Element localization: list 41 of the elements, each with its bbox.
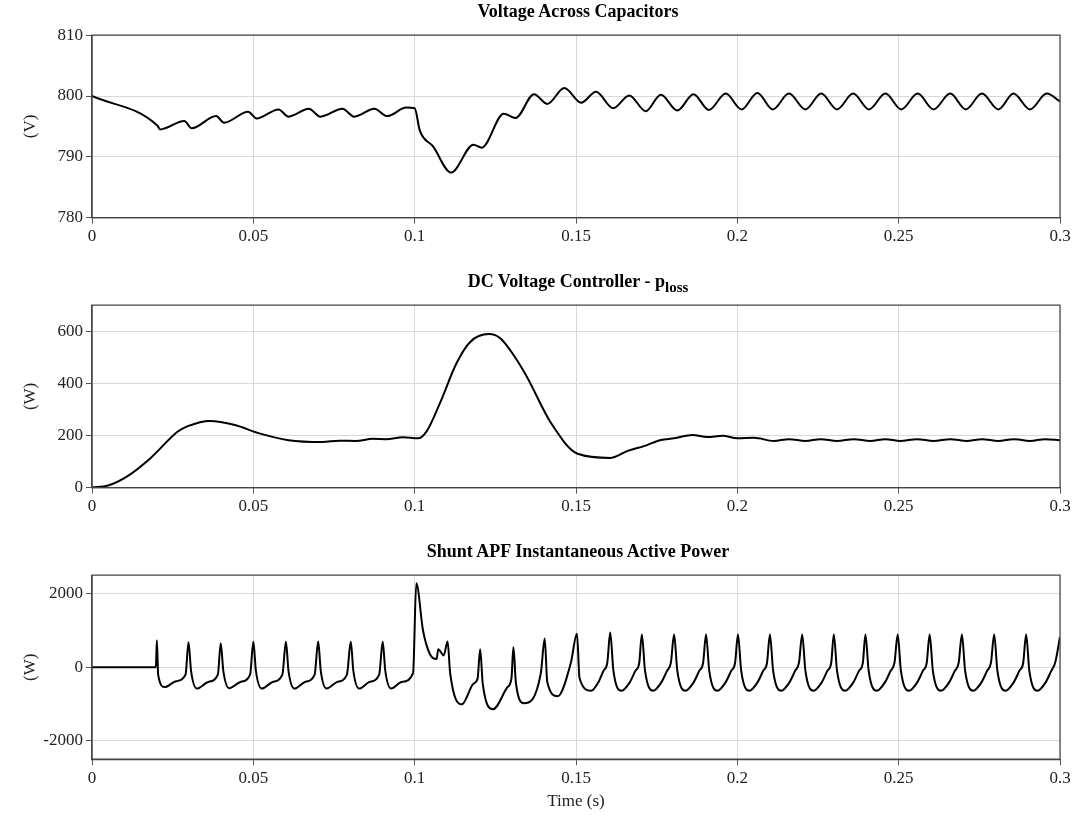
y-tick-label: 2000 bbox=[49, 583, 83, 603]
line-series bbox=[92, 87, 1060, 174]
chart-title: Voltage Across Capacitors bbox=[476, 0, 680, 22]
x-tick-label: 0.1 bbox=[404, 496, 426, 516]
x-tick-label: 0.25 bbox=[883, 226, 914, 246]
x-axis-title: Time (s) bbox=[547, 791, 605, 811]
chart-title: Shunt APF Instantaneous Active Power bbox=[425, 540, 731, 562]
y-tick-label: -2000 bbox=[43, 730, 83, 750]
x-tick-label: 0.05 bbox=[238, 767, 269, 787]
x-tick-label: 0.1 bbox=[404, 226, 426, 246]
x-tick-label: 0.15 bbox=[561, 226, 591, 246]
x-tick-label: 0.25 bbox=[883, 496, 914, 516]
x-tick-label: 0.2 bbox=[726, 767, 748, 787]
x-tick-label: 0.3 bbox=[1049, 226, 1071, 246]
x-tick-label: 0.3 bbox=[1049, 767, 1071, 787]
x-tick-label: 0 bbox=[87, 496, 97, 516]
y-tick-label: 800 bbox=[57, 85, 83, 105]
y-tick-label: 400 bbox=[57, 372, 83, 392]
y-axis-title: (W) bbox=[19, 382, 39, 411]
y-tick-label: 600 bbox=[57, 320, 83, 340]
x-tick-label: 0.2 bbox=[726, 496, 748, 516]
y-axis-title: (W) bbox=[19, 653, 39, 681]
x-tick-label: 0.05 bbox=[238, 226, 269, 246]
y-tick-label: 810 bbox=[57, 24, 83, 44]
line-series bbox=[92, 582, 1060, 711]
y-axis-title: (V) bbox=[19, 114, 39, 139]
x-tick-label: 0.3 bbox=[1049, 496, 1071, 516]
x-tick-label: 0 bbox=[87, 226, 97, 246]
y-tick-label: 200 bbox=[57, 424, 83, 444]
x-tick-label: 0.15 bbox=[561, 496, 591, 516]
y-tick-label: 780 bbox=[57, 207, 83, 227]
y-tick-label: 0 bbox=[74, 656, 83, 676]
x-tick-label: 0.2 bbox=[726, 226, 748, 246]
x-tick-label: 0.05 bbox=[238, 496, 269, 516]
x-tick-label: 0.15 bbox=[561, 767, 591, 787]
x-tick-label: 0.1 bbox=[404, 767, 426, 787]
chart-title: DC Voltage Controller - p$_{loss}$ bbox=[466, 270, 690, 297]
y-tick-label: 790 bbox=[57, 146, 83, 166]
x-tick-label: 0.25 bbox=[883, 767, 914, 787]
y-tick-label: 0 bbox=[74, 477, 83, 497]
x-tick-label: 0 bbox=[87, 767, 97, 787]
